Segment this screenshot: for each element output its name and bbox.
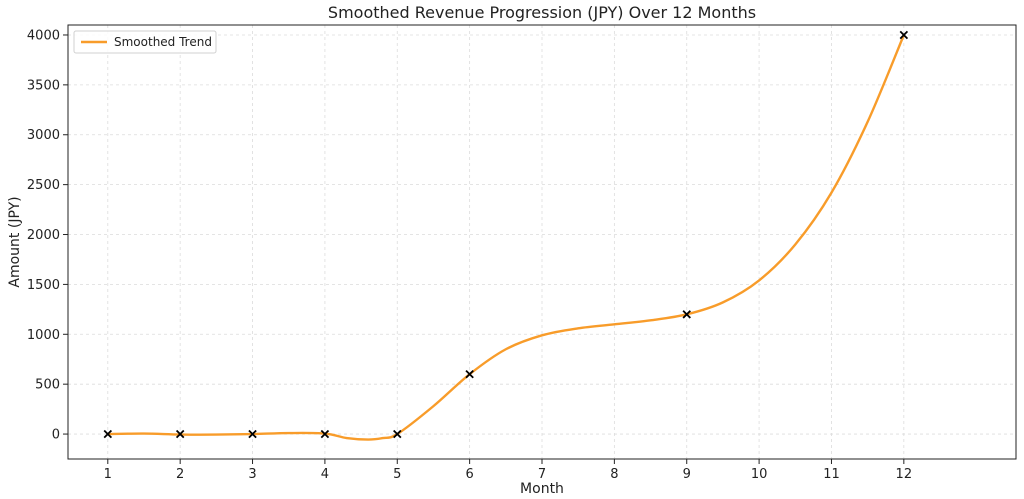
legend-box — [73, 30, 217, 54]
x-tick-label: 1 — [104, 467, 112, 482]
data-point-marker — [103, 429, 113, 439]
y-tick-label: 4000 — [27, 28, 60, 43]
data-point-marker — [248, 429, 257, 439]
legend: Smoothed Trend — [73, 30, 217, 54]
y-tick-label: 3000 — [27, 128, 60, 143]
data-point-marker — [465, 369, 474, 379]
chart-title: Smoothed Revenue Progression (JPY) Over … — [328, 3, 756, 22]
x-axis-title: Month — [520, 481, 564, 497]
x-tick-label: 5 — [393, 467, 401, 482]
y-tick-label: 2500 — [27, 178, 60, 193]
x-tick-label: 6 — [465, 467, 473, 482]
data-point-marker — [682, 310, 691, 319]
x-tick-label: 10 — [751, 467, 768, 482]
data-point-marker — [899, 30, 909, 40]
data-point-marker — [175, 429, 185, 439]
x-tick-label: 9 — [683, 467, 691, 482]
y-tick-label: 2000 — [27, 228, 60, 243]
y-tick-label: 0 — [52, 428, 60, 443]
x-tick-label: 7 — [538, 467, 546, 482]
legend-label-smoothed-trend: Smoothed Trend — [114, 35, 212, 49]
x-tick-label: 11 — [823, 467, 840, 482]
x-tick-label: 3 — [248, 467, 256, 482]
x-tick-label: 4 — [321, 467, 329, 482]
data-point-marker — [393, 429, 402, 439]
x-tick-label: 8 — [610, 467, 618, 482]
x-tick-label: 12 — [896, 467, 913, 482]
grid — [68, 25, 1016, 459]
y-tick-label: 3500 — [27, 78, 60, 93]
data-point-marker — [320, 429, 330, 439]
y-tick-label: 1500 — [27, 278, 60, 293]
y-tick-label: 1000 — [27, 328, 60, 343]
markers-layer — [103, 30, 909, 439]
x-axis: 1 2 3 4 5 6 7 8 9 10 11 12 — [104, 459, 912, 482]
y-axis-title: Amount (JPY) — [7, 196, 23, 287]
x-tick-label: 2 — [176, 467, 184, 482]
y-axis: 0 500 1000 1500 2000 2500 3000 3500 4000 — [27, 28, 68, 443]
y-tick-label: 500 — [35, 378, 60, 393]
